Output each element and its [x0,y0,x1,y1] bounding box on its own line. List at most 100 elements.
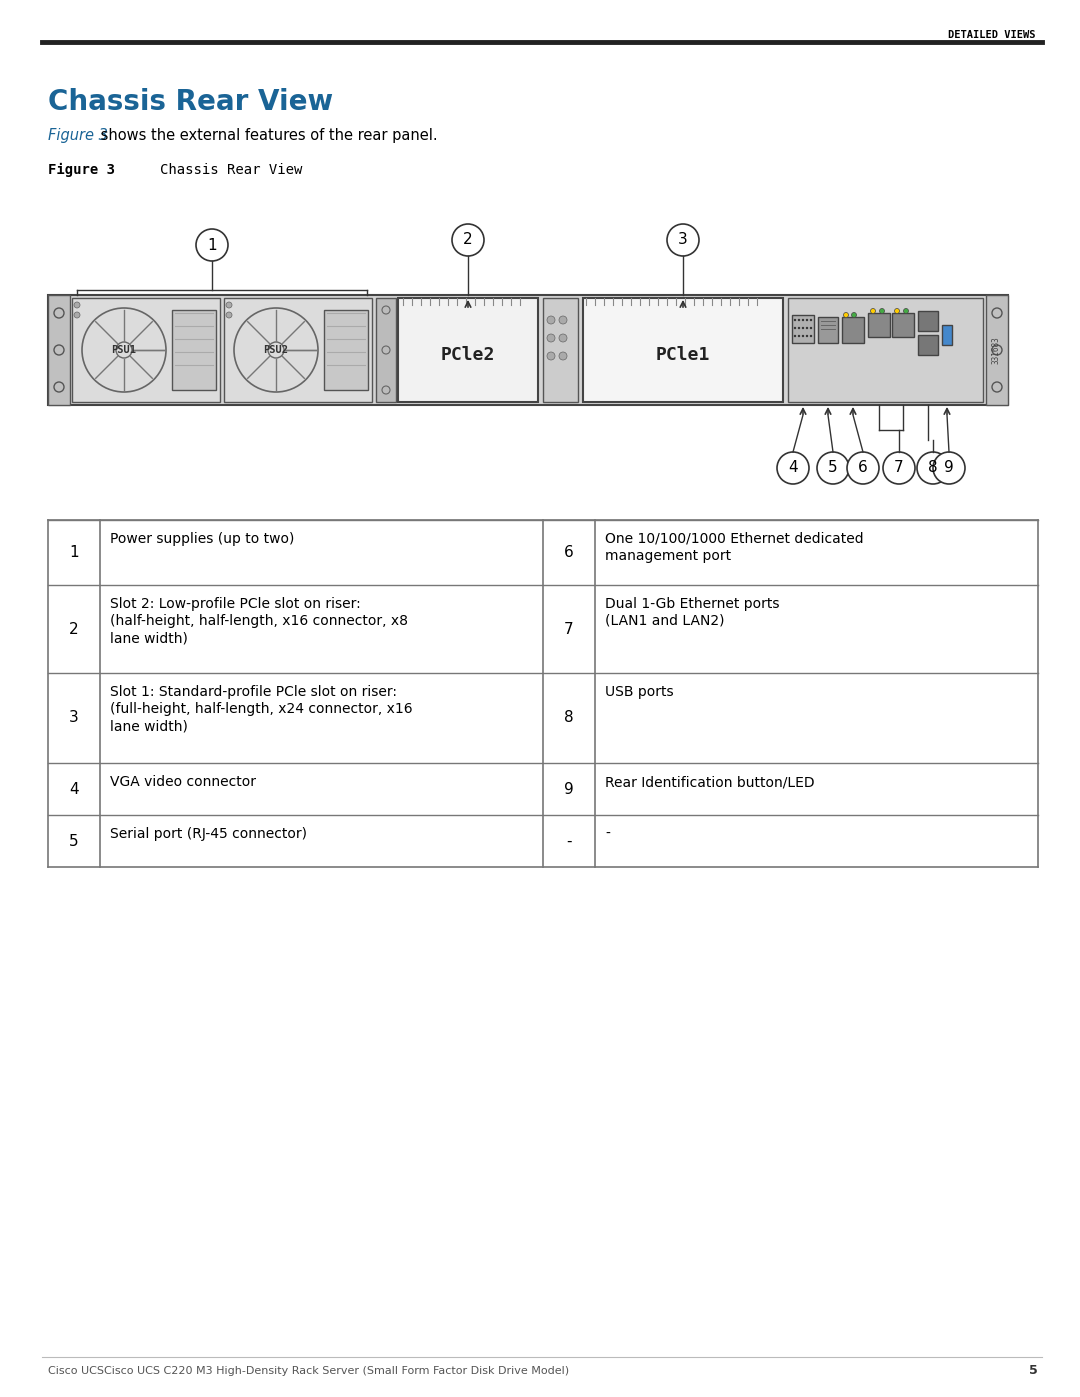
Bar [48,295,70,405]
Text: 5: 5 [69,834,79,848]
Text: 331683: 331683 [991,337,1000,363]
Circle shape [801,327,805,330]
Bar [172,310,216,390]
Text: 1: 1 [207,237,217,253]
Circle shape [806,335,808,337]
Bar [918,312,939,331]
Text: 2: 2 [463,232,473,247]
Circle shape [879,309,885,313]
Text: 4: 4 [69,781,79,796]
Circle shape [546,316,555,324]
Text: Rear Identification button/LED: Rear Identification button/LED [605,775,814,789]
Text: 7: 7 [564,622,573,637]
Circle shape [777,453,809,483]
Text: lane width): lane width) [110,719,188,733]
Circle shape [75,302,80,307]
Text: One 10/100/1000 Ethernet dedicated: One 10/100/1000 Ethernet dedicated [605,532,864,546]
Bar [583,298,783,402]
Text: 7: 7 [894,461,904,475]
Circle shape [798,327,800,330]
Circle shape [917,453,949,483]
Text: USB ports: USB ports [605,685,674,698]
Text: PSU2: PSU2 [264,345,288,355]
Circle shape [816,453,849,483]
Circle shape [794,327,796,330]
Circle shape [801,335,805,337]
Bar [918,335,939,355]
Text: 6: 6 [859,461,868,475]
Text: (half-height, half-length, x16 connector, x8: (half-height, half-length, x16 connector… [110,615,408,629]
Text: Cisco UCSCisco UCS C220 M3 High-Density Rack Server (Small Form Factor Disk Driv: Cisco UCSCisco UCS C220 M3 High-Density … [48,1366,569,1376]
Circle shape [546,334,555,342]
Circle shape [195,229,228,261]
Bar [324,310,368,390]
Text: Slot 2: Low-profile PCle slot on riser:: Slot 2: Low-profile PCle slot on riser: [110,597,361,610]
Circle shape [798,335,800,337]
Bar [942,326,951,345]
Bar [543,298,578,402]
Circle shape [851,313,856,317]
Circle shape [810,319,812,321]
Bar [72,298,220,402]
Text: Slot 1: Standard-profile PCle slot on riser:: Slot 1: Standard-profile PCle slot on ri… [110,685,397,698]
Circle shape [559,334,567,342]
Bar [868,313,890,337]
Circle shape [794,335,796,337]
Bar [376,298,396,402]
Circle shape [933,453,966,483]
Circle shape [798,319,800,321]
Text: 1: 1 [69,545,79,560]
Circle shape [546,352,555,360]
Bar [892,313,914,337]
Text: DETAILED VIEWS: DETAILED VIEWS [947,29,1035,41]
Text: 2: 2 [69,622,79,637]
Text: 5: 5 [828,461,838,475]
Text: VGA video connector: VGA video connector [110,775,256,789]
Bar [224,298,372,402]
Bar [986,295,1008,405]
Text: (full-height, half-length, x24 connector, x16: (full-height, half-length, x24 connector… [110,703,413,717]
Circle shape [883,453,915,483]
Circle shape [801,319,805,321]
Text: 3: 3 [678,232,688,247]
Text: Figure 3: Figure 3 [48,129,108,142]
Circle shape [453,224,484,256]
Circle shape [559,316,567,324]
Circle shape [843,313,849,317]
Text: PCle1: PCle1 [656,346,711,365]
Circle shape [806,319,808,321]
Circle shape [847,453,879,483]
Circle shape [226,312,232,319]
Text: 5: 5 [1029,1365,1038,1377]
Bar [788,298,983,402]
Text: lane width): lane width) [110,631,188,645]
Text: shows the external features of the rear panel.: shows the external features of the rear … [96,129,437,142]
Bar [792,314,814,344]
Bar [399,298,538,402]
Text: Dual 1-Gb Ethernet ports: Dual 1-Gb Ethernet ports [605,597,780,610]
Circle shape [810,335,812,337]
Circle shape [894,309,900,313]
Circle shape [667,224,699,256]
Text: PSU1: PSU1 [111,345,136,355]
Text: PCle2: PCle2 [441,346,496,365]
Circle shape [870,309,876,313]
Bar [48,295,1008,405]
Text: 4: 4 [788,461,798,475]
Text: Serial port (RJ-45 connector): Serial port (RJ-45 connector) [110,827,307,841]
Circle shape [794,319,796,321]
Text: -: - [605,827,610,841]
Circle shape [810,327,812,330]
Circle shape [904,309,908,313]
Circle shape [559,352,567,360]
Text: 8: 8 [928,461,937,475]
Bar [818,317,838,344]
Text: Chassis Rear View: Chassis Rear View [48,88,333,116]
Text: Chassis Rear View: Chassis Rear View [160,163,302,177]
Text: management port: management port [605,549,731,563]
Text: 9: 9 [944,461,954,475]
Text: Power supplies (up to two): Power supplies (up to two) [110,532,295,546]
Circle shape [806,327,808,330]
Circle shape [75,312,80,319]
Text: 6: 6 [564,545,573,560]
